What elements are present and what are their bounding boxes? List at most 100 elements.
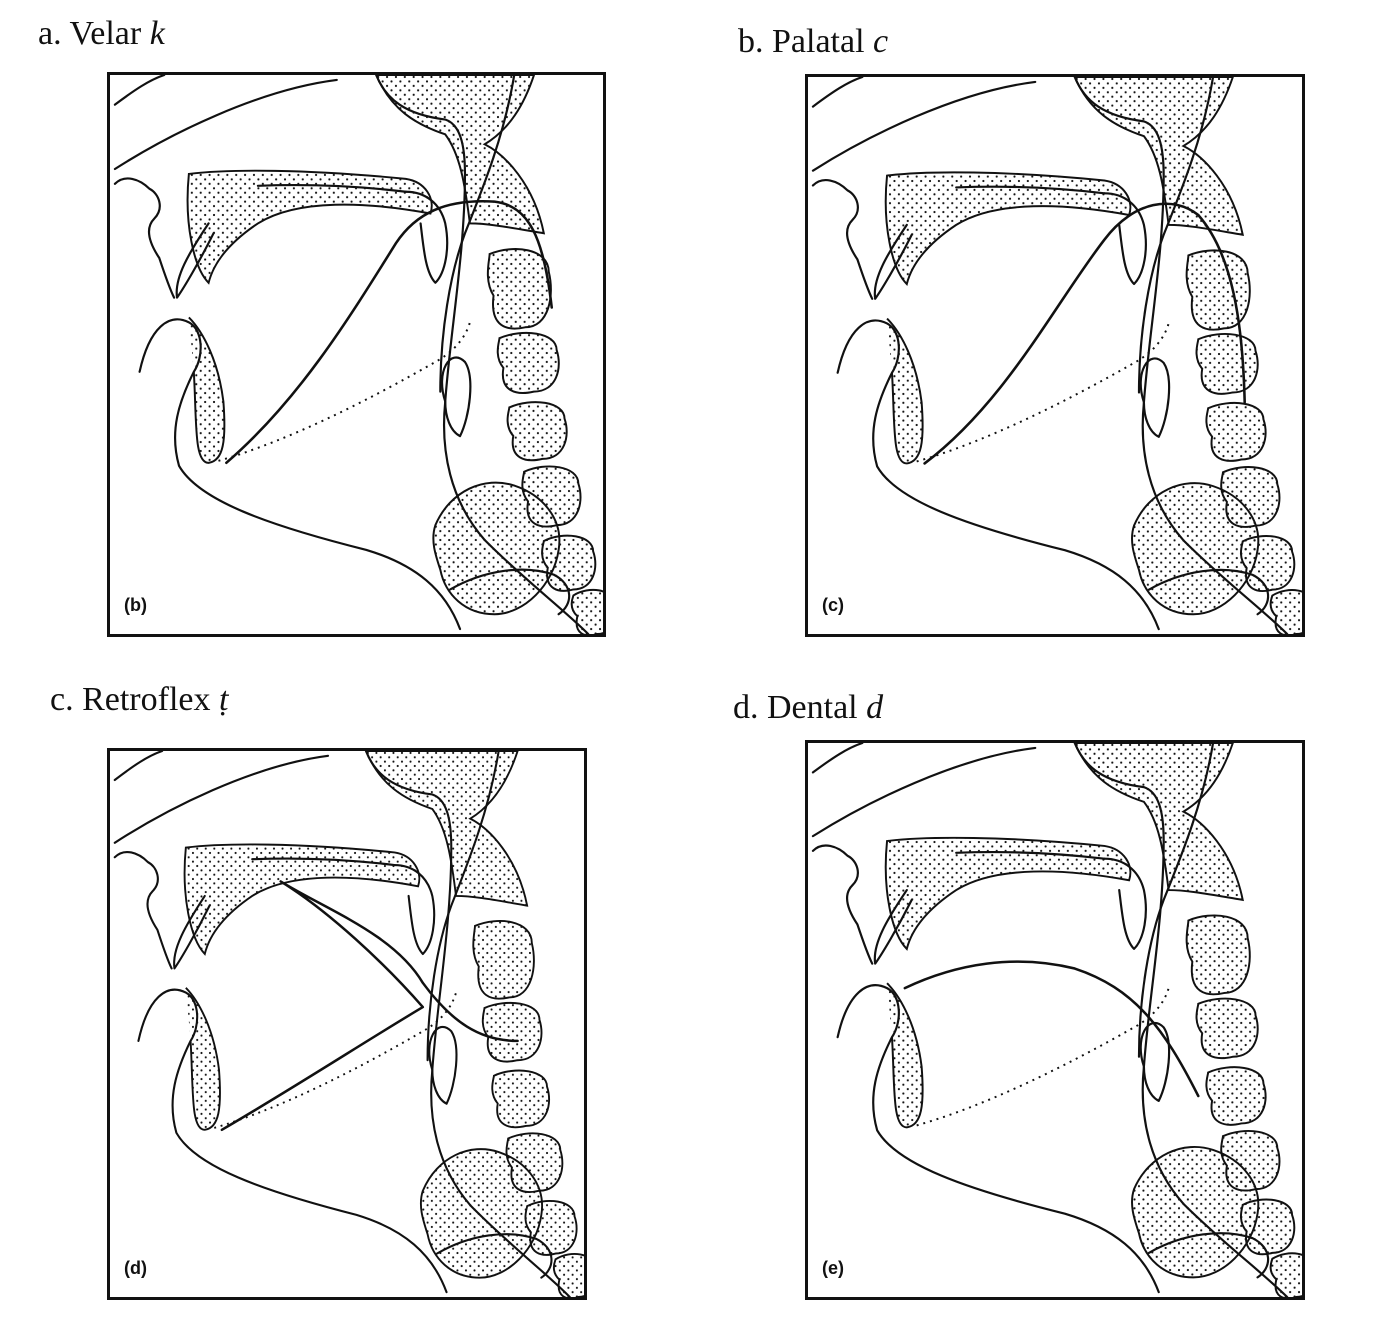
vertebra-1 — [1185, 249, 1251, 331]
epiglottis — [1139, 1021, 1171, 1102]
caption-letter: b. — [738, 23, 764, 60]
upper-lip — [811, 178, 874, 300]
caption-symbol: ṭ — [219, 681, 229, 718]
floor-of-mouth — [218, 322, 471, 462]
palate-line — [955, 851, 1106, 860]
tongue-contour — [225, 199, 554, 465]
panel-caption: b. Palatal c — [738, 22, 888, 62]
tongue-contour — [903, 960, 1200, 1098]
epiglottis — [1139, 357, 1171, 438]
thyroid-cartilage — [1147, 1232, 1270, 1279]
caption-label: Retroflex — [82, 681, 211, 718]
caption-label: Velar — [69, 15, 142, 52]
caption-symbol: c — [873, 23, 889, 60]
panel-caption: a. Velar k — [38, 14, 165, 54]
vertebra-3 — [506, 401, 568, 462]
face-outline — [811, 746, 1037, 838]
vertebra-3 — [491, 1069, 551, 1129]
caption-label: Dental — [767, 689, 858, 726]
vertebra-2 — [481, 1001, 543, 1063]
vocal-tract-drawing — [811, 77, 1302, 634]
lower-jaw — [138, 318, 462, 631]
upper-incisor — [873, 889, 913, 965]
sub-label: (c) — [822, 595, 844, 615]
vertebra-6 — [570, 588, 603, 634]
vertebra-3 — [1205, 1066, 1267, 1126]
face-outline — [811, 80, 1037, 172]
velum — [1103, 192, 1147, 286]
hard-palate — [884, 171, 1132, 286]
larynx — [1131, 1145, 1260, 1279]
upper-lip — [113, 177, 176, 299]
vocal-tract-diagram: (d) — [107, 748, 587, 1300]
caption-letter: d. — [733, 689, 759, 726]
hard-palate — [183, 843, 421, 956]
caption-letter: a. — [38, 15, 62, 52]
sub-label: (e) — [822, 1258, 844, 1278]
sub-label: (b) — [124, 595, 147, 615]
hard-palate — [884, 836, 1132, 951]
vertebra-1 — [486, 248, 552, 330]
lower-incisor — [886, 317, 924, 465]
vertebra-2 — [1195, 332, 1259, 395]
velum — [404, 190, 449, 284]
vocal-tract-drawing — [113, 75, 603, 634]
vertebra-2 — [496, 331, 560, 394]
lower-incisor — [185, 987, 221, 1131]
adenoid — [364, 751, 529, 907]
tongue-contour — [220, 880, 519, 1132]
palate-line — [955, 185, 1106, 195]
velum — [393, 863, 436, 956]
sub-label: (d) — [124, 1258, 147, 1278]
vertebra-3 — [1205, 401, 1267, 462]
vertebra-6 — [552, 1252, 584, 1297]
panel-caption: d. Dental d — [733, 688, 883, 728]
adenoid — [375, 75, 546, 235]
nose-outline — [811, 743, 864, 774]
thyroid-cartilage — [449, 568, 571, 616]
velum — [1103, 857, 1147, 950]
lower-incisor — [188, 316, 226, 464]
larynx — [432, 481, 561, 616]
upper-incisor — [175, 222, 215, 299]
face-outline — [113, 754, 330, 844]
vocal-tract-diagram: (b) — [107, 72, 606, 637]
caption-label: Palatal — [772, 23, 865, 60]
nose-outline — [113, 751, 164, 782]
vertebra-2 — [1195, 997, 1259, 1060]
upper-lip — [811, 844, 874, 965]
vocal-tract-diagram: (c) — [805, 74, 1305, 637]
palate-line — [256, 183, 407, 193]
caption-symbol: k — [149, 15, 165, 52]
lower-jaw — [836, 319, 1160, 631]
face-outline — [113, 78, 338, 171]
lower-jaw — [836, 984, 1160, 1294]
caption-symbol: d — [866, 689, 884, 726]
epiglottis — [440, 356, 472, 438]
palate-line — [251, 857, 396, 867]
lower-incisor — [886, 982, 924, 1129]
thyroid-cartilage — [436, 1233, 553, 1279]
upper-incisor — [173, 894, 211, 970]
lower-jaw — [137, 988, 448, 1294]
floor-of-mouth — [916, 987, 1170, 1127]
vertebra-1 — [1185, 914, 1251, 996]
floor-of-mouth — [916, 323, 1170, 463]
adenoid — [1073, 743, 1244, 902]
vertebra-6 — [1269, 1252, 1302, 1297]
vertebra-1 — [472, 920, 535, 1000]
vocal-tract-drawing — [113, 751, 584, 1297]
floor-of-mouth — [214, 992, 457, 1129]
panel-caption: c. Retroflex ṭ — [50, 680, 228, 720]
larynx — [1131, 482, 1260, 616]
nose-outline — [113, 75, 166, 106]
epiglottis — [428, 1025, 458, 1105]
nose-outline — [811, 77, 864, 108]
upper-lip — [113, 850, 173, 970]
larynx — [419, 1148, 544, 1279]
vocal-tract-drawing — [811, 743, 1302, 1297]
hard-palate — [186, 169, 433, 285]
caption-letter: c. — [50, 681, 74, 718]
thyroid-cartilage — [1147, 568, 1270, 616]
vocal-tract-diagram: (e) — [805, 740, 1305, 1300]
